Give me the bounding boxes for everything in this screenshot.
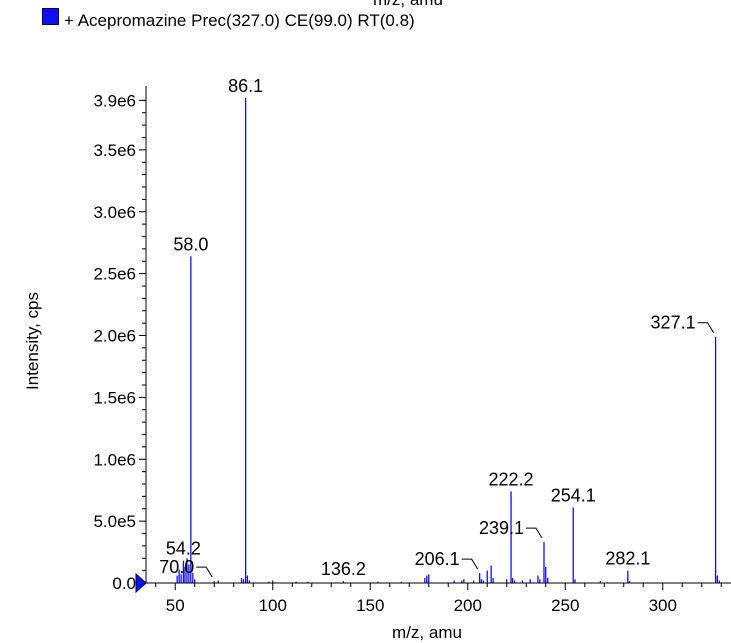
annotation-leader — [461, 558, 479, 570]
peak-label: 136.2 — [321, 559, 366, 579]
y-tick-label: 5.0e5 — [93, 512, 136, 531]
peak-label: 206.1 — [415, 549, 460, 569]
x-tick-label: 50 — [166, 596, 185, 615]
peak-label: 239.1 — [479, 518, 524, 538]
annotation-leader — [196, 566, 213, 578]
spectrum-bars — [176, 97, 720, 583]
axes — [145, 86, 731, 584]
y-axis-label: Intensity, cps — [23, 292, 42, 390]
x-tick-label: 250 — [551, 596, 579, 615]
legend-swatch — [42, 8, 59, 25]
x-tick-label: 200 — [454, 596, 482, 615]
y-tick-label: 1.0e6 — [93, 450, 136, 469]
x-tick-label: 150 — [356, 596, 384, 615]
x-tick-label: 300 — [649, 596, 677, 615]
peak-label: 70.0 — [159, 557, 194, 577]
y-tick-label: 3.5e6 — [93, 141, 136, 160]
peak-label: 86.1 — [228, 76, 263, 96]
annotation-leader — [697, 322, 715, 333]
y-tick-label: 1.5e6 — [93, 388, 136, 407]
tick-labels: 50 100 150 200 250 300 0.0 5.0e5 1.0e6 1.5e6 2.0e6… — [93, 91, 676, 615]
y-tick-label: 3.9e6 — [93, 91, 136, 110]
peak-label: 222.2 — [489, 469, 534, 489]
peak-label: 54.2 — [166, 539, 201, 559]
legend-label: + Acepromazine Prec(327.0) CE(99.0) RT(0… — [64, 11, 415, 30]
peak-label: 58.0 — [173, 234, 208, 254]
peak-label: 254.1 — [551, 486, 596, 506]
y-tick-label: 0.0 — [112, 574, 136, 593]
peak-annotations: 86.1 58.0 327.1 222.2 254.1 239.1 282.1 206.1 54… — [159, 76, 715, 579]
peak-label: 282.1 — [605, 549, 650, 569]
x-axis-label: m/z, amu — [392, 623, 462, 642]
y-tick-label: 2.0e6 — [93, 327, 136, 346]
origin-marker-icon — [135, 572, 147, 594]
annotation-leader — [525, 527, 543, 539]
y-tick-label: 3.0e6 — [93, 203, 136, 222]
y-tick-label: 2.5e6 — [93, 265, 136, 284]
tick-marks — [139, 99, 722, 590]
peak-label: 327.1 — [651, 313, 696, 333]
x-tick-label: 100 — [259, 596, 287, 615]
cut-off-x-axis-label: m/z, amu — [373, 0, 443, 10]
